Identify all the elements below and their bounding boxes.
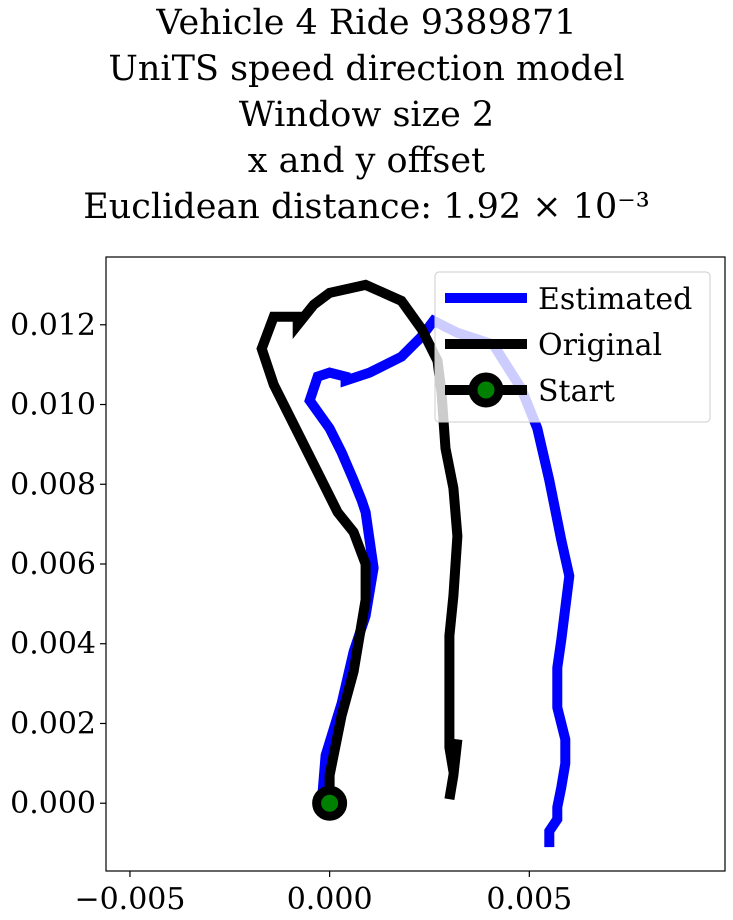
title-line-5: Euclidean distance: 1.92 × 10⁻³	[83, 187, 650, 227]
plot-area	[256, 279, 575, 848]
x-tick-label: −0.005	[74, 882, 185, 917]
legend: Estimated Original Start	[434, 271, 711, 423]
title-line-3: Window size 2	[238, 95, 495, 135]
title-line-2: UniTS speed direction model	[108, 49, 625, 89]
y-axis: 0.000 0.002 0.004 0.006 0.008 0.010 0.012	[10, 308, 106, 821]
legend-box	[434, 271, 711, 423]
y-tick-label: 0.004	[10, 627, 96, 662]
legend-label-estimated: Estimated	[538, 282, 692, 317]
x-tick-label: 0.005	[486, 882, 572, 917]
x-tick-label: 0.000	[287, 882, 373, 917]
y-tick-label: 0.010	[10, 388, 96, 423]
title-line-4: x and y offset	[247, 141, 486, 181]
y-tick-label: 0.006	[10, 547, 96, 582]
start-marker	[312, 785, 348, 821]
legend-label-original: Original	[538, 328, 662, 363]
title-line-1: Vehicle 4 Ride 9389871	[156, 3, 577, 43]
y-tick-label: 0.000	[10, 786, 96, 821]
y-tick-label: 0.008	[10, 467, 96, 502]
y-tick-label: 0.002	[10, 706, 96, 741]
series-line-original	[256, 279, 463, 804]
y-tick-label: 0.012	[10, 308, 96, 343]
legend-label-start: Start	[538, 374, 615, 409]
legend-marker-start	[468, 372, 504, 408]
x-axis: −0.005 0.000 0.005	[74, 871, 572, 917]
chart-title: Vehicle 4 Ride 9389871 UniTS speed direc…	[0, 0, 733, 230]
